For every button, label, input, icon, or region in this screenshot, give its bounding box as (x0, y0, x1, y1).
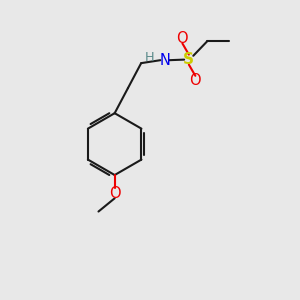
Text: S: S (183, 52, 194, 67)
Text: O: O (190, 73, 201, 88)
Text: H: H (145, 51, 154, 64)
Text: N: N (159, 53, 170, 68)
Text: O: O (177, 31, 188, 46)
Text: O: O (109, 186, 121, 201)
